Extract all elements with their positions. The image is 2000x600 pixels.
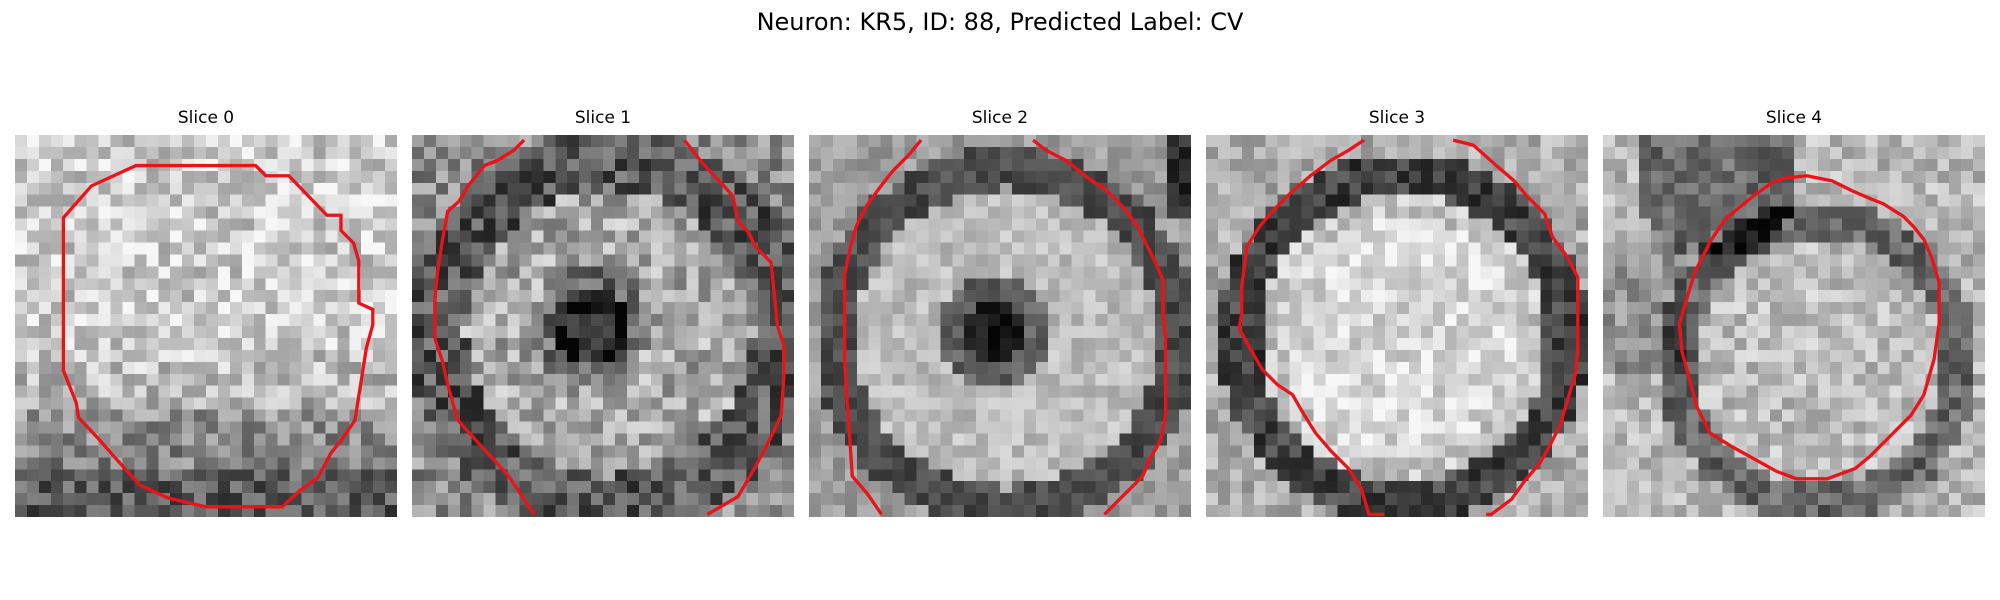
contour-overlay — [1677, 174, 1941, 481]
figure-title: Neuron: KR5, ID: 88, Predicted Label: CV — [756, 8, 1244, 36]
slice-panel-4: Slice 4 — [1603, 104, 1985, 517]
slice-image-1 — [412, 135, 794, 517]
slice-title: Slice 3 — [1368, 108, 1426, 128]
slice-panel-2: Slice 2 — [809, 104, 1191, 517]
segmentation-contour — [433, 138, 536, 516]
segmentation-contour — [1452, 138, 1580, 517]
pixel-grid — [412, 135, 794, 517]
pixel-grid — [1603, 135, 1985, 517]
slice-image-0 — [15, 135, 397, 517]
slice-image-4 — [1603, 135, 1985, 517]
slice-image-2 — [809, 135, 1191, 517]
contour-overlay — [842, 138, 1168, 516]
segmentation-contour — [1032, 138, 1168, 516]
slice-title: Slice 2 — [971, 108, 1029, 128]
contour-overlay — [1237, 138, 1580, 517]
segmentation-contour — [1237, 138, 1385, 517]
segmentation-contour — [842, 139, 923, 516]
slice-title: Slice 4 — [1765, 108, 1823, 128]
slice-image-3 — [1206, 135, 1588, 517]
segmentation-contour — [1677, 174, 1941, 481]
slice-title: Slice 1 — [574, 108, 632, 128]
slice-panel-0: Slice 0 — [15, 104, 397, 517]
contour-overlay — [61, 163, 375, 509]
slice-title: Slice 0 — [177, 108, 235, 128]
segmentation-contour — [61, 163, 375, 509]
slice-panel-3: Slice 3 — [1206, 104, 1588, 517]
contour-overlay — [433, 138, 786, 516]
pixel-grid — [1206, 135, 1588, 517]
segmentation-contour — [683, 139, 786, 516]
slice-panel-1: Slice 1 — [412, 104, 794, 517]
pixel-grid — [15, 135, 397, 517]
pixel-grid — [809, 135, 1191, 517]
